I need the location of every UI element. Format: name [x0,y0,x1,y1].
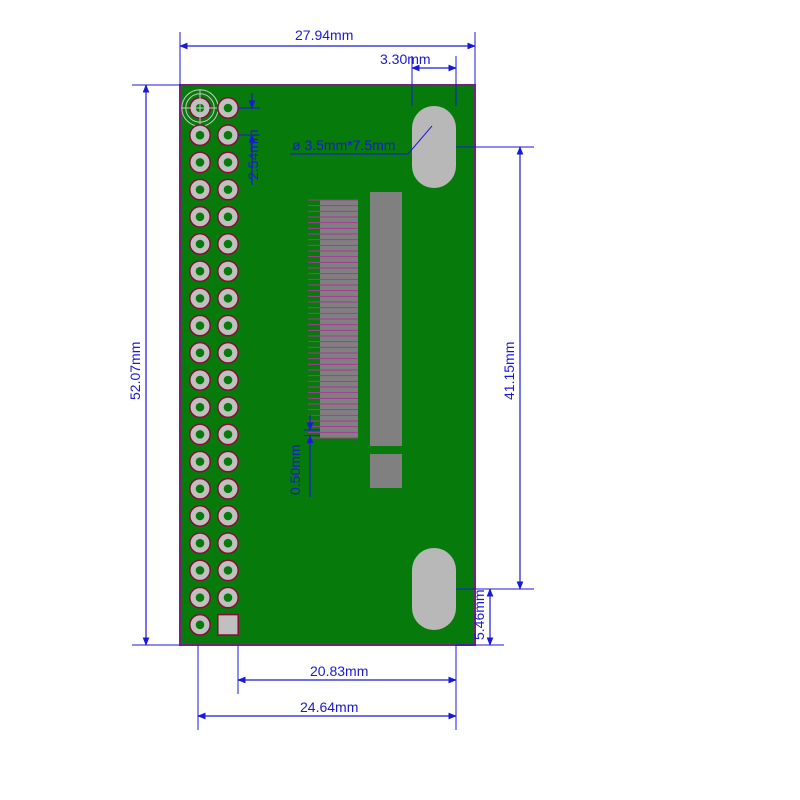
smt-pad-short [370,454,402,488]
dim-pin-pitch: 2.54mm [245,129,261,180]
dim-slot-to-edge: 5.46mm [471,589,487,640]
dim-slot-size: ø 3.5mm*7.5mm [292,137,395,153]
mounting-slot-bottom [412,548,456,630]
dim-fpc-pitch: 0.50mm [287,444,303,495]
dim-board-height: 52.07mm [127,342,143,400]
smt-pad-long [370,192,402,446]
dim-board-width: 27.94mm [295,27,353,43]
dim-slot-vspan: 41.15mm [501,342,517,400]
dim-fpc-span: 20.83mm [310,663,368,679]
dim-inner-width: 24.64mm [300,699,358,715]
pcb-drawing: 27.94mm 3.30mm ø 3.5mm*7.5mm 2.54mm 0.50… [0,0,800,800]
dim-slot-offset: 3.30mm [380,51,431,67]
mounting-slot-top [412,106,456,188]
